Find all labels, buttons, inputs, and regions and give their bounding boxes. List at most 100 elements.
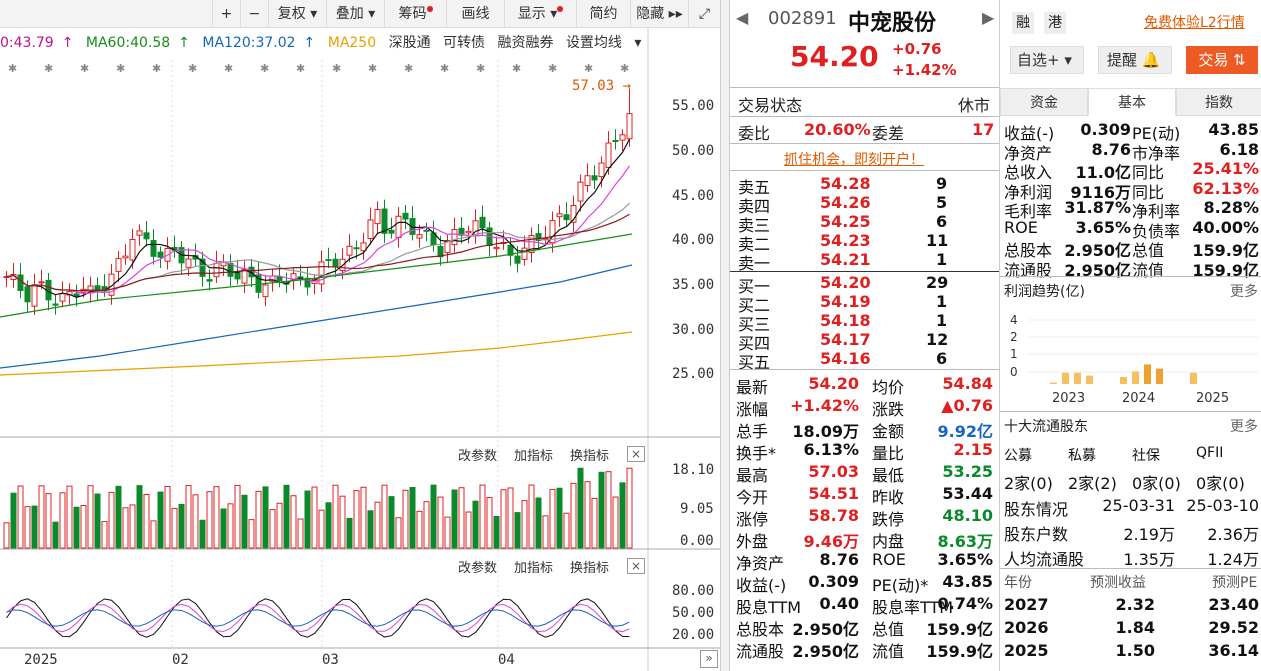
profit-bar [1120, 377, 1127, 384]
volume-bar [297, 518, 304, 549]
volume-bar [549, 488, 556, 549]
fund-value: 159.9亿 [1192, 241, 1259, 260]
quote-label: 收益(-) [736, 576, 787, 595]
quote-value: 159.9亿 [926, 620, 993, 639]
candle-body [59, 293, 66, 302]
fund-label: 净利润 [1004, 182, 1053, 202]
quote-label: 涨跌 [872, 400, 905, 419]
candle-body [549, 220, 556, 244]
candle-body [31, 284, 38, 307]
profit-xtick: 2023 [1052, 391, 1085, 406]
profit-bar [1190, 372, 1197, 384]
ask-price: 54.23 [820, 231, 871, 250]
candle-body [311, 279, 318, 284]
volume-bar [444, 516, 451, 549]
volume-bar [80, 505, 87, 549]
ask-volume: 9 [936, 174, 948, 193]
book-bottom [730, 369, 999, 370]
profit-trend-title: 利润趋势(亿) [1004, 284, 1085, 300]
fullscreen-icon[interactable]: ⤢ [688, 0, 720, 28]
trade-button[interactable]: 交易 ⇅ [1186, 46, 1258, 74]
price-tick: 50.00 [672, 143, 715, 159]
quote-panel: ◀ 002891 中宠股份 ▶ 54.20 +0.76 +1.42% 交易状态休… [729, 0, 999, 671]
quote-label: 昨收 [872, 488, 905, 507]
fund-label: PE(动) [1132, 124, 1181, 143]
candle-body [556, 213, 563, 218]
holder-info-label: 人均流通股 [1004, 550, 1085, 569]
vol-switch-indicator[interactable]: 换指标 [570, 449, 610, 464]
candle-body [584, 175, 591, 186]
zoom-in-button[interactable]: + [212, 0, 240, 28]
hk-tag[interactable]: 港 [1044, 12, 1066, 34]
margin-tag[interactable]: 融 [1012, 12, 1034, 34]
margin-link[interactable]: 融资融券 [497, 35, 554, 51]
prev-stock-icon[interactable]: ◀ [736, 8, 749, 27]
kdj-edit-params[interactable]: 改参数 [458, 561, 498, 576]
open-account-link[interactable]: 抓住机会，即刻开户！ [784, 152, 924, 168]
tab-basics[interactable]: 基本 [1088, 88, 1176, 116]
kdj-add-indicator[interactable]: 加指标 [514, 561, 554, 576]
zoom-out-button[interactable]: − [240, 0, 268, 28]
quote-label: 涨幅 [736, 400, 769, 419]
fuquan-button[interactable]: 复权 ▾ [268, 0, 326, 28]
candle-body [206, 279, 213, 282]
fund-value: 31.87% [1064, 198, 1131, 217]
simple-button[interactable]: 简约 [576, 0, 630, 28]
convertible-link[interactable]: 可转债 [443, 35, 486, 51]
chart-pane[interactable]: + − 复权 ▾ 叠加 ▾ 筹码 画线 显示 ▾ 简约 隐藏 ▸▸ ⤢ 0:43… [0, 0, 720, 671]
holder-info-a: 25-03-31 [1102, 496, 1175, 515]
l2-promo-link[interactable]: 免费体验L2行情 [1144, 15, 1245, 31]
candle-body [283, 282, 290, 285]
quote-value: 57.03 [808, 462, 859, 481]
event-marker: ✱ [80, 62, 89, 75]
vol-edit-params[interactable]: 改参数 [458, 449, 498, 464]
candle-body [52, 303, 59, 306]
display-button[interactable]: 显示 ▾ [504, 0, 576, 28]
add-watchlist-button[interactable]: 自选+ ▾ [1010, 46, 1084, 74]
ma-settings-link[interactable]: 设置均线 ▾ [565, 35, 642, 51]
profit-more-link[interactable]: 更多 [1230, 284, 1258, 300]
hk-connect-link[interactable]: 深股通 [388, 35, 431, 51]
next-stock-icon[interactable]: ▶ [982, 8, 995, 27]
volume-bar [542, 515, 549, 549]
volume-bar [388, 496, 395, 549]
forecast-year: 2026 [1004, 618, 1049, 637]
ask-label: 卖五 [738, 178, 771, 197]
quote-label: 总值 [872, 620, 905, 639]
fund-label: 总收入 [1004, 163, 1053, 182]
profit-bar [1144, 364, 1151, 384]
remind-button[interactable]: 提醒 🔔 [1098, 46, 1172, 74]
volume-bar [45, 493, 52, 549]
volume-bar [3, 522, 10, 549]
splitter[interactable] [720, 0, 729, 671]
quote-value: 3.65% [937, 550, 993, 569]
holders-more-link[interactable]: 更多 [1230, 419, 1258, 435]
ma10-line [6, 165, 630, 295]
tab-funds[interactable]: 资金 [1000, 88, 1088, 116]
candle-body [535, 233, 542, 241]
candle-body [423, 229, 430, 232]
hide-button[interactable]: 隐藏 ▸▸ [630, 0, 688, 28]
bid-volume: 1 [936, 292, 948, 311]
tab-index[interactable]: 指数 [1176, 88, 1261, 116]
overlay-button[interactable]: 叠加 ▾ [326, 0, 384, 28]
close-icon[interactable]: × [627, 558, 645, 574]
quote-value: 53.44 [942, 484, 993, 503]
candle-body [332, 258, 339, 268]
volume-bar [234, 484, 241, 549]
kdj-switch-indicator[interactable]: 换指标 [570, 561, 610, 576]
volume-bar [346, 517, 353, 549]
candle-body [395, 215, 402, 239]
bid-volume: 1 [936, 311, 948, 330]
fund-label: 流通股 [1004, 260, 1053, 280]
holder-info-b: 2.36万 [1207, 525, 1259, 544]
holder-info-b: 25-03-10 [1186, 496, 1259, 515]
volume-bar [353, 490, 360, 549]
vol-add-indicator[interactable]: 加指标 [514, 449, 554, 464]
chips-button[interactable]: 筹码 [384, 0, 446, 28]
expand-icon[interactable]: » [700, 650, 718, 668]
volume-bar [367, 510, 374, 549]
volume-bar [185, 485, 192, 549]
close-icon[interactable]: × [627, 446, 645, 462]
draw-button[interactable]: 画线 [446, 0, 504, 28]
